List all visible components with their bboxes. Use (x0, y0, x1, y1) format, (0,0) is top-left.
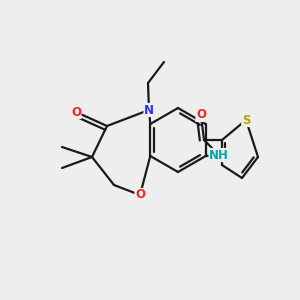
Text: O: O (71, 106, 81, 118)
Text: O: O (135, 188, 145, 202)
Text: S: S (242, 113, 250, 127)
Text: NH: NH (209, 148, 229, 161)
Text: N: N (144, 103, 154, 116)
Text: O: O (196, 109, 206, 122)
